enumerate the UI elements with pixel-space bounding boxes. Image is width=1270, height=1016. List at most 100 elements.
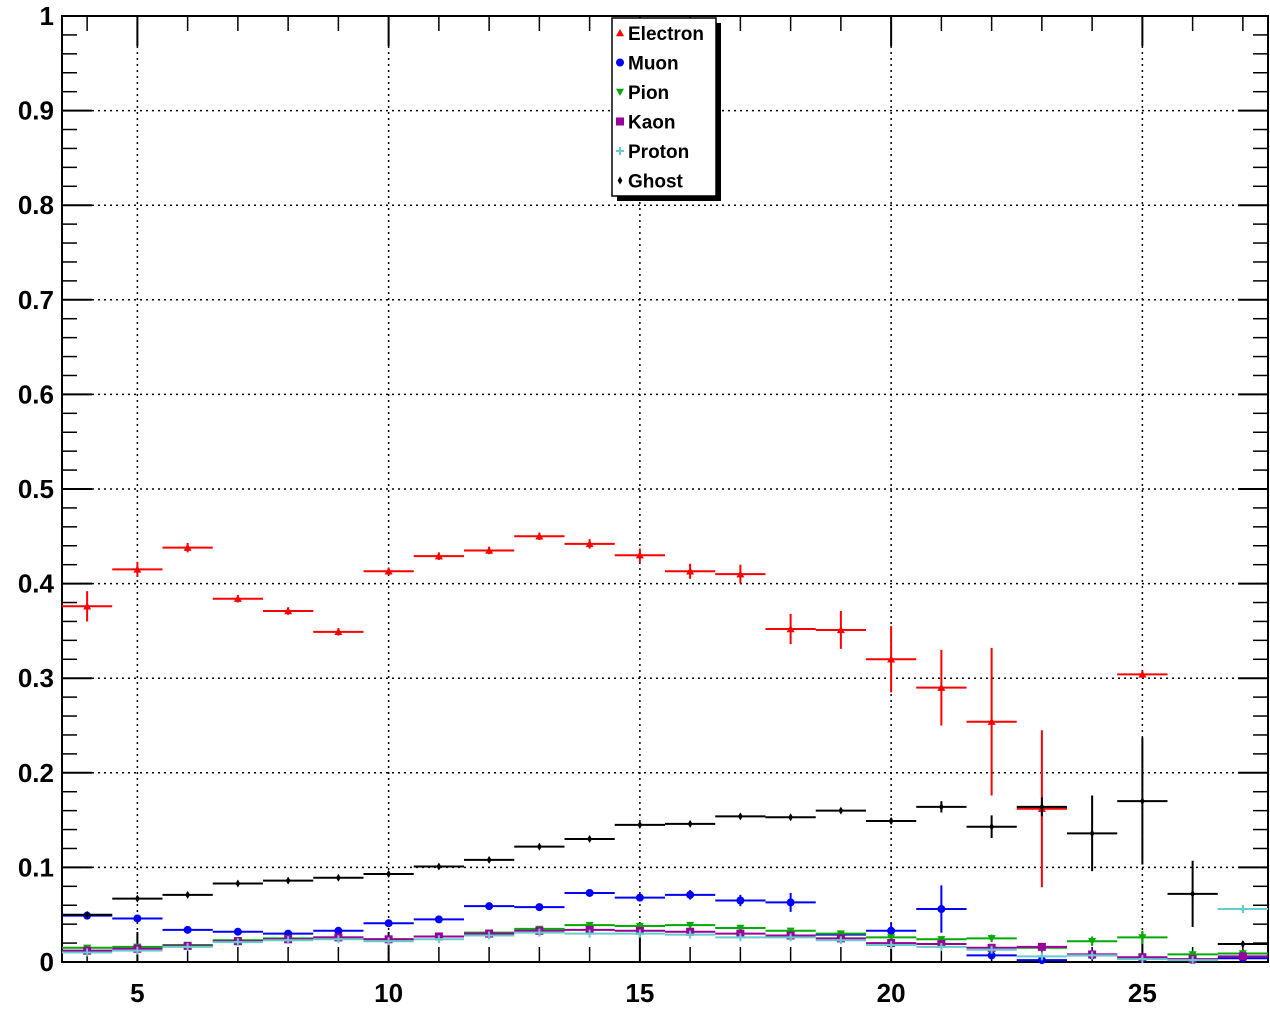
proton-point bbox=[937, 942, 946, 951]
ghost-point bbox=[436, 862, 442, 871]
series-ghost bbox=[62, 737, 1268, 949]
muon-point bbox=[233, 927, 242, 936]
y-tick-label: 0.4 bbox=[18, 569, 55, 599]
muon-point bbox=[535, 903, 544, 912]
pion-point bbox=[1088, 937, 1097, 946]
x-tick-label: 10 bbox=[374, 978, 403, 1008]
series-layer bbox=[62, 532, 1268, 965]
electron-point bbox=[937, 683, 946, 691]
proton-point bbox=[1188, 956, 1197, 965]
pion-point bbox=[987, 935, 996, 943]
muon-point bbox=[585, 888, 594, 897]
proton-point bbox=[1138, 955, 1147, 964]
electron-point bbox=[836, 625, 845, 634]
pion-point bbox=[1188, 951, 1197, 959]
ghost-point bbox=[235, 879, 241, 888]
x-tick-label: 20 bbox=[877, 978, 906, 1008]
legend-marker-ghost bbox=[617, 176, 623, 185]
ghost-point bbox=[587, 835, 593, 844]
y-tick-label: 1 bbox=[40, 1, 54, 31]
proton-point bbox=[1037, 952, 1046, 961]
y-tick-label: 0.3 bbox=[18, 663, 54, 693]
legend-marker-proton bbox=[616, 147, 624, 155]
legend-box bbox=[611, 17, 717, 197]
muon-point bbox=[635, 893, 644, 902]
muon-point bbox=[736, 896, 745, 905]
ghost-point bbox=[335, 873, 341, 882]
series-proton bbox=[62, 905, 1268, 965]
ghost-point bbox=[486, 855, 492, 864]
pion-point bbox=[786, 927, 795, 935]
legend-marker-electron bbox=[616, 29, 624, 37]
ghost-point bbox=[737, 812, 743, 821]
electron-point bbox=[535, 532, 544, 540]
y-tick-label: 0.5 bbox=[18, 474, 54, 504]
proton-point bbox=[334, 935, 343, 944]
muon-point bbox=[434, 915, 443, 924]
y-tick-label: 0.2 bbox=[18, 758, 54, 788]
proton-point bbox=[635, 929, 644, 938]
electron-point bbox=[887, 655, 896, 663]
ghost-point bbox=[1240, 940, 1246, 949]
ghost-point bbox=[788, 813, 794, 822]
electron-point bbox=[133, 565, 142, 573]
muon-point bbox=[485, 902, 494, 911]
proton-point bbox=[133, 946, 142, 955]
ghost-point bbox=[637, 820, 643, 829]
axes: 00.10.20.30.40.50.60.70.80.915 10 15 20 25 bbox=[18, 1, 1269, 1008]
muon-point bbox=[183, 925, 192, 934]
pion-point bbox=[887, 934, 896, 942]
ghost-point bbox=[185, 890, 191, 899]
ghost-point bbox=[536, 842, 542, 851]
proton-point bbox=[434, 935, 443, 944]
muon-point bbox=[786, 898, 795, 907]
proton-point bbox=[786, 933, 795, 942]
y-tick-label: 0.6 bbox=[18, 379, 54, 409]
kaon-point bbox=[1037, 942, 1046, 951]
electron-point bbox=[987, 717, 996, 725]
electron-point bbox=[434, 552, 443, 560]
legend: Electron Muon Pion Kaon Proton Ghost bbox=[611, 17, 721, 201]
ghost-point bbox=[1039, 802, 1045, 811]
pion-point bbox=[585, 921, 594, 930]
muon-point bbox=[937, 905, 946, 914]
proton-point bbox=[836, 936, 845, 945]
y-tick-label: 0.8 bbox=[18, 190, 54, 220]
proton-point bbox=[1088, 951, 1097, 960]
muon-point bbox=[334, 926, 343, 935]
electron-point bbox=[736, 570, 745, 578]
electron-point bbox=[183, 543, 192, 551]
proton-point bbox=[987, 945, 996, 954]
electron-point bbox=[83, 602, 92, 610]
pion-point bbox=[836, 930, 845, 938]
electron-point bbox=[635, 551, 644, 559]
proton-point bbox=[233, 938, 242, 947]
legend-label-pion: Pion bbox=[628, 83, 669, 104]
pion-point bbox=[686, 921, 695, 930]
electron-point bbox=[384, 567, 393, 575]
pion-point bbox=[635, 922, 644, 931]
muon-point bbox=[686, 890, 695, 899]
proton-point bbox=[535, 928, 544, 937]
muon-point bbox=[133, 914, 142, 923]
muon-point bbox=[987, 951, 996, 960]
proton-point bbox=[736, 933, 745, 942]
legend-label-electron: Electron bbox=[628, 24, 704, 45]
x-tick-label: 5 bbox=[130, 978, 144, 1008]
ghost-point bbox=[84, 910, 90, 919]
x-tick-label: 25 bbox=[1128, 978, 1157, 1008]
ghost-point bbox=[687, 819, 693, 828]
y-tick-label: 0.1 bbox=[18, 852, 54, 882]
electron-point bbox=[485, 546, 494, 554]
muon-point bbox=[887, 926, 896, 935]
proton-point bbox=[485, 931, 494, 940]
electron-point bbox=[786, 625, 795, 633]
electron-point bbox=[284, 607, 293, 615]
muon-point bbox=[384, 919, 393, 928]
ghost-point bbox=[1190, 889, 1196, 898]
pion-point bbox=[937, 936, 946, 944]
proton-point bbox=[83, 948, 92, 957]
ghost-point bbox=[1139, 797, 1145, 806]
y-tick-label: 0.9 bbox=[18, 96, 54, 126]
legend-label-ghost: Ghost bbox=[628, 172, 684, 193]
